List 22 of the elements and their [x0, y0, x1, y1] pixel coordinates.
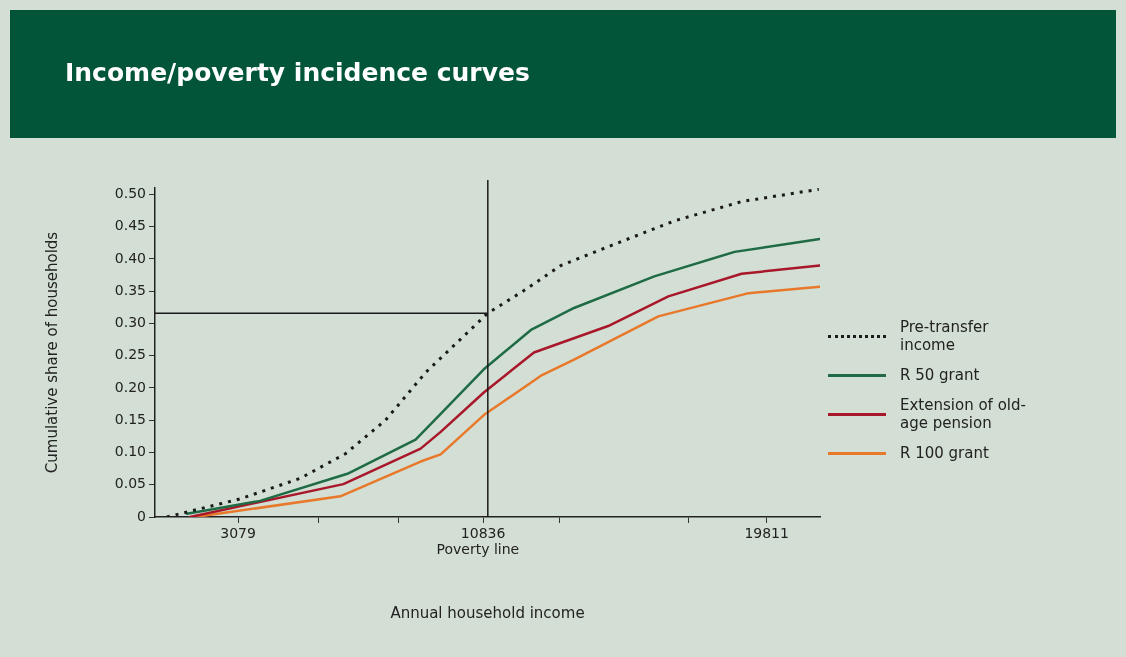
y-tick-label: 0.05 — [114, 475, 146, 492]
x-axis-title: Annual household income — [390, 603, 585, 622]
legend-label: Extension of old-age pension — [900, 396, 1027, 432]
y-tick-label: 0.15 — [114, 410, 146, 427]
ref-line-label: Poverty line — [436, 540, 520, 557]
y-tick-label: 0.50 — [114, 185, 146, 202]
y-tick-label: 0.40 — [114, 249, 146, 266]
y-tick-label: 0 — [137, 507, 146, 524]
y-tick-label: 0.45 — [114, 217, 146, 234]
x-tick-label: 10836 — [460, 525, 506, 542]
chart-title: Income/poverty incidence curves — [65, 58, 530, 87]
x-tick-label: 19811 — [744, 525, 789, 542]
legend-label: R 50 grant — [900, 366, 980, 384]
y-tick-label: 0.35 — [114, 281, 146, 298]
legend-label: R 100 grant — [900, 444, 989, 462]
legend-label: Pre-transfer income — [900, 318, 990, 354]
y-tick-label: 0.10 — [114, 443, 146, 460]
y-tick-label: 0.30 — [114, 314, 146, 331]
y-tick-label: 0.25 — [114, 346, 146, 363]
y-tick-label: 0.20 — [114, 378, 146, 395]
x-tick-label: 3079 — [220, 525, 256, 542]
y-axis-title: Cumulative share of households — [42, 231, 61, 474]
